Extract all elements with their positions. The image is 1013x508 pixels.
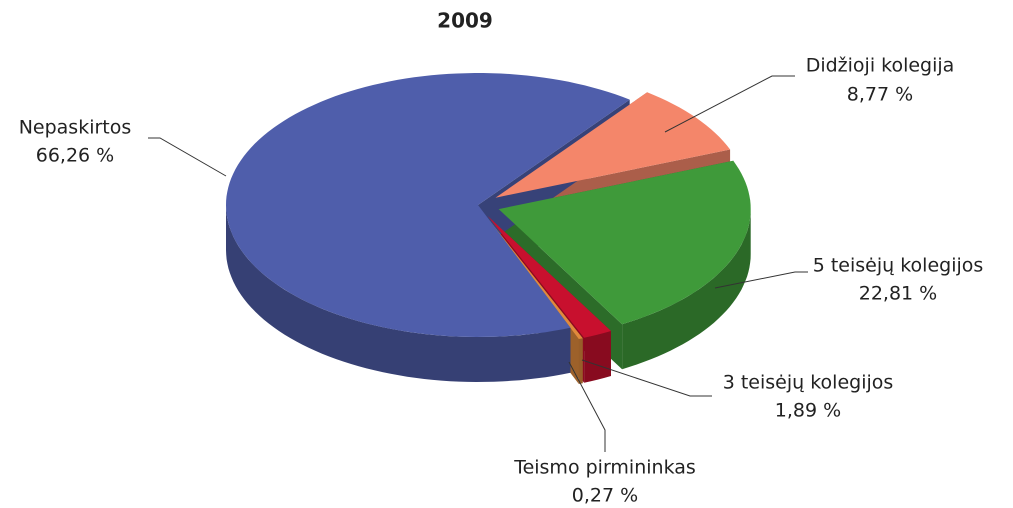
slice-label: Didžioji kolegija xyxy=(806,55,955,77)
value-label: 22,81 % xyxy=(859,283,938,305)
slice-label: Nepaskirtos xyxy=(19,117,132,139)
chart-title: 2009 xyxy=(437,9,493,33)
slice xyxy=(487,215,611,338)
value-label: 1,89 % xyxy=(775,400,841,422)
slice-side xyxy=(578,338,583,384)
slice xyxy=(226,73,630,337)
slice-label: Teismo pirmininkas xyxy=(513,457,696,479)
slice xyxy=(498,160,751,325)
slice xyxy=(486,216,583,339)
pie xyxy=(226,73,751,384)
leader-line xyxy=(148,137,227,177)
slice-side xyxy=(622,209,751,370)
value-label: 66,26 % xyxy=(36,145,115,167)
slice xyxy=(495,92,731,198)
value-label: 0,27 % xyxy=(572,485,638,507)
value-label: 8,77 % xyxy=(847,84,913,106)
leader-line xyxy=(568,361,606,452)
slice-side xyxy=(584,331,611,383)
leader-line xyxy=(581,359,712,397)
leader-line xyxy=(664,75,795,133)
slice-side xyxy=(226,205,571,382)
pie-tops xyxy=(226,73,751,339)
slice-label: 5 teisėjų kolegijos xyxy=(813,255,984,277)
leader-line xyxy=(714,271,808,289)
slice-label: 3 teisėjų kolegijos xyxy=(723,372,894,394)
